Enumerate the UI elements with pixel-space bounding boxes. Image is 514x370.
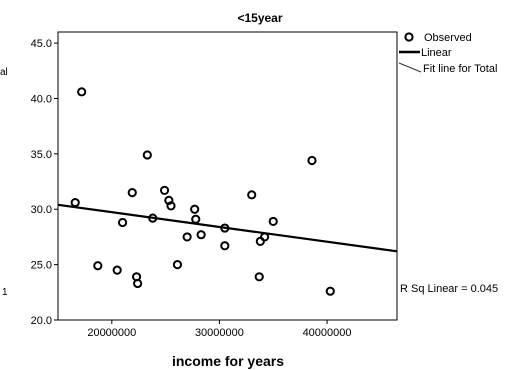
legend-observed-label: Observed — [424, 32, 472, 44]
legend-linear-label: Linear — [421, 47, 452, 59]
observed-point — [112, 265, 122, 275]
observed-point — [182, 232, 192, 242]
observed-points-layer — [70, 87, 335, 296]
y-tick-label: 40.0 — [31, 93, 52, 105]
legend: Observed Linear Fit line for Total — [398, 32, 497, 75]
observed-point — [325, 286, 335, 296]
observed-point — [190, 204, 200, 214]
y-tick-label: 35.0 — [31, 149, 52, 161]
legend-observed-marker — [404, 32, 414, 42]
r-squared-annotation: R Sq Linear = 0.045 — [400, 283, 498, 295]
x-axis-ticks: 20000000 30000000 40000000 — [87, 320, 352, 339]
chart-title: <15year — [237, 11, 282, 25]
observed-point — [70, 197, 80, 208]
observed-point — [260, 232, 270, 242]
x-tick-label: 20000000 — [87, 327, 136, 339]
observed-point — [166, 201, 176, 211]
y-tick-label: 20.0 — [31, 315, 52, 327]
observed-point — [196, 230, 206, 240]
x-tick-label: 30000000 — [195, 327, 244, 339]
x-tick-label: 40000000 — [303, 327, 352, 339]
observed-point — [77, 87, 87, 97]
observed-point — [172, 260, 183, 270]
y-tick-label: 30.0 — [31, 204, 52, 216]
y-tick-label: 25.0 — [31, 260, 52, 272]
observed-point — [117, 217, 128, 228]
observed-point — [254, 272, 264, 282]
observed-point — [247, 190, 257, 200]
left-edge-label-top: al — [0, 67, 8, 78]
x-axis-label: income for years — [172, 353, 284, 369]
observed-point — [191, 214, 201, 224]
legend-fit-total-swatch — [398, 62, 422, 73]
observed-point — [148, 213, 158, 223]
observed-point — [133, 278, 143, 289]
observed-point — [220, 223, 230, 233]
observed-point — [220, 241, 230, 251]
y-axis-ticks: 20.0 25.0 30.0 35.0 40.0 45.0 — [31, 38, 58, 327]
observed-point — [159, 185, 170, 195]
observed-point — [142, 150, 152, 160]
legend-fit-total-label: Fit line for Total — [423, 63, 497, 75]
y-tick-label: 45.0 — [31, 38, 52, 50]
observed-point — [268, 216, 278, 227]
observed-point — [93, 261, 103, 271]
left-edge-label-bottom: 1 — [2, 287, 8, 298]
observed-point — [127, 188, 137, 198]
plot-area — [57, 31, 398, 321]
observed-point — [307, 155, 317, 166]
